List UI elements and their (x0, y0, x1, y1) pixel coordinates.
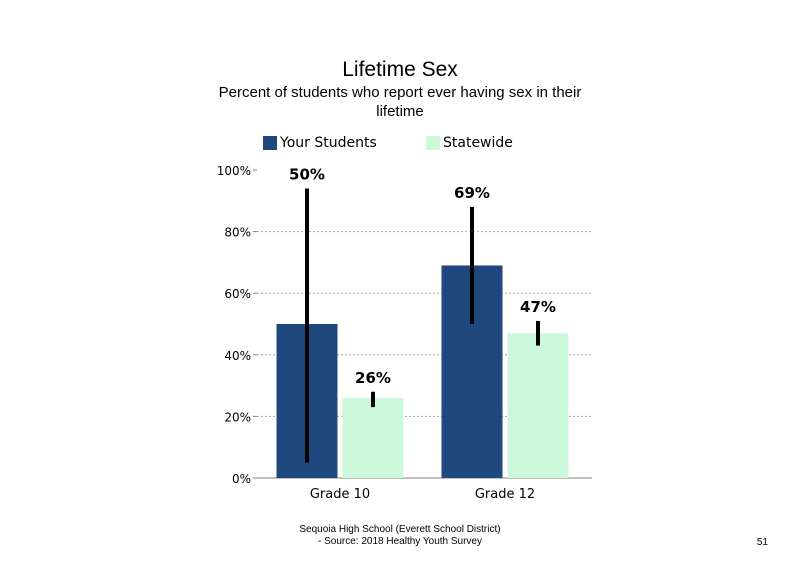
data-label: 26% (355, 369, 391, 387)
legend-label-statewide: Statewide (443, 135, 513, 151)
y-tick-label: 80% (224, 226, 251, 240)
data-label: 69% (454, 184, 490, 202)
footer-school: Sequoia High School (Everett School Dist… (299, 524, 501, 535)
footer-source: - Source: 2018 Healthy Youth Survey (318, 536, 482, 547)
x-tick-label: Grade 12 (475, 487, 535, 502)
y-tick-label: 60% (224, 287, 251, 301)
legend: Your Students Statewide (0, 133, 800, 153)
legend-swatch-statewide (426, 136, 440, 150)
chart-title: Lifetime Sex (342, 58, 458, 81)
x-tick-label: Grade 10 (310, 487, 370, 502)
footer: Sequoia High School (Everett School Dist… (200, 524, 600, 548)
y-tick-label: 0% (232, 472, 251, 486)
chart-subtitle: Percent of students who report ever havi… (218, 84, 582, 120)
legend-item-statewide: Statewide (426, 133, 513, 153)
page-number: 51 (756, 537, 768, 548)
bar (507, 333, 569, 478)
legend-swatch-your-students (263, 136, 277, 150)
y-tick-label: 40% (224, 349, 251, 363)
legend-item-your-students: Your Students (263, 133, 377, 153)
y-tick-label: 20% (224, 410, 251, 424)
legend-label-your-students: Your Students (280, 135, 377, 151)
bar (342, 397, 404, 478)
data-label: 47% (520, 298, 556, 316)
y-tick-label: 100% (217, 164, 251, 178)
data-label: 50% (289, 165, 325, 183)
